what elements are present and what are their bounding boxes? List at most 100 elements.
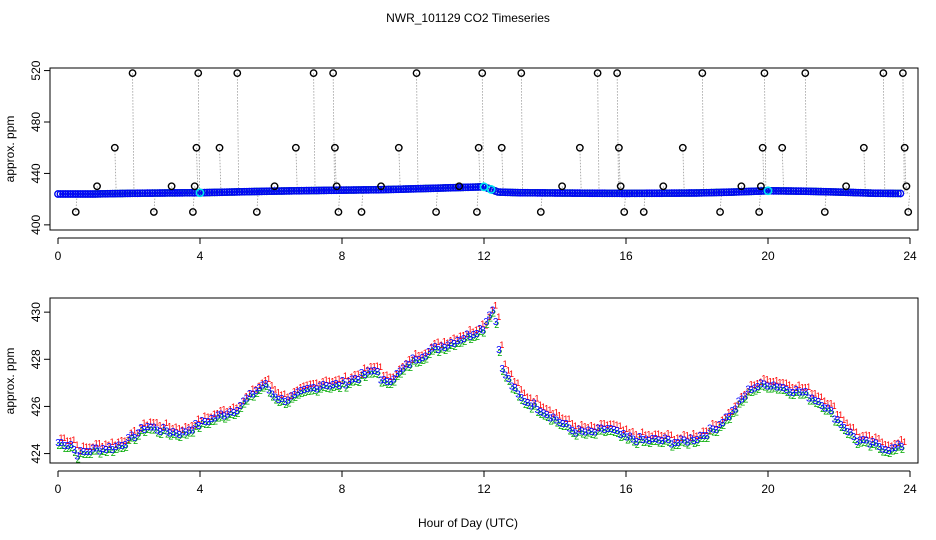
marker-ch1: 1 [356, 369, 361, 379]
marker-ch3: 3 [886, 446, 892, 457]
marker-ch3: 3 [65, 441, 71, 452]
baseline-point [71, 190, 80, 198]
marker-ch1: 1 [493, 300, 498, 310]
marker-ch1: 1 [413, 349, 418, 359]
marker-ch1: 1 [78, 447, 83, 457]
marker-ch2: 2 [290, 395, 295, 405]
baseline-point [498, 188, 507, 197]
marker-ch3: 3 [215, 410, 221, 421]
marker-ch2: 2 [775, 386, 780, 396]
outlier-point [330, 143, 339, 152]
baseline-point [859, 189, 867, 197]
marker-ch1: 1 [483, 320, 488, 330]
baseline-point [439, 184, 448, 192]
outlier-point [517, 69, 526, 78]
baseline-point [700, 188, 708, 197]
marker-ch3: 3 [835, 415, 841, 426]
x-tick-label: 12 [477, 249, 491, 263]
marker-ch1: 1 [851, 422, 856, 432]
marker-ch3: 3 [634, 437, 640, 448]
baseline-point [320, 186, 328, 195]
baseline-point [662, 189, 671, 198]
marker-ch1: 1 [586, 423, 591, 433]
marker-ch3: 3 [780, 383, 786, 394]
marker-ch3: 3 [880, 445, 886, 456]
marker-ch3: 3 [697, 431, 703, 442]
baseline-point [233, 188, 241, 196]
marker-ch1: 1 [506, 366, 511, 376]
marker-ch3: 3 [662, 434, 668, 445]
marker-ch1: 1 [551, 409, 556, 419]
marker-ch3: 3 [784, 385, 790, 396]
marker-ch1: 1 [81, 441, 86, 451]
baseline-point [59, 190, 67, 198]
baseline-point [245, 187, 254, 196]
marker-ch3: 3 [308, 384, 314, 395]
marker-ch2: 2 [181, 430, 186, 440]
baseline-point [727, 188, 736, 196]
baseline-point [667, 189, 676, 198]
marker-ch2: 2 [350, 377, 355, 387]
marker-ch1: 1 [717, 420, 722, 430]
marker-ch2: 2 [680, 437, 685, 447]
marker-ch3: 3 [183, 427, 189, 438]
marker-ch3: 3 [547, 414, 553, 425]
marker-ch1: 1 [292, 387, 297, 397]
marker-ch2: 2 [101, 447, 106, 457]
marker-ch1: 1 [528, 393, 533, 403]
baseline-point [238, 187, 246, 196]
marker-ch3: 3 [787, 387, 793, 398]
marker-ch3: 3 [189, 426, 195, 437]
x-tick-label: 20 [761, 249, 775, 263]
baseline-point [225, 188, 234, 196]
outlier-connector [579, 147, 582, 194]
marker-ch2: 2 [788, 390, 793, 400]
marker-ch3: 3 [701, 431, 707, 442]
baseline-point [364, 186, 373, 194]
marker-ch3: 3 [841, 423, 847, 434]
marker-ch1: 1 [618, 421, 623, 431]
highlight-point [486, 185, 496, 194]
marker-ch1: 1 [605, 420, 610, 430]
marker-ch3: 3 [180, 427, 186, 438]
baseline-point [556, 189, 564, 197]
marker-ch3: 3 [825, 404, 831, 415]
marker-ch1: 1 [362, 363, 367, 373]
baseline-point [531, 188, 539, 197]
marker-ch3: 3 [212, 414, 218, 425]
marker-ch1: 1 [410, 355, 415, 365]
x-tick-label: 24 [903, 249, 917, 263]
marker-ch3: 3 [605, 424, 611, 435]
outlier-connector [520, 73, 524, 193]
baseline-point [543, 189, 552, 197]
baseline-point [409, 184, 418, 193]
outlier-connector [597, 73, 600, 194]
baseline-point [749, 187, 758, 196]
marker-ch1: 1 [119, 436, 124, 446]
baseline-point [205, 188, 214, 197]
marker-ch1: 1 [451, 333, 456, 343]
marker-ch3: 3 [244, 394, 250, 405]
outlier-connector [740, 186, 744, 192]
marker-ch2: 2 [207, 420, 212, 430]
marker-ch1: 1 [257, 381, 262, 391]
marker-ch1: 1 [675, 433, 680, 443]
marker-ch2: 2 [63, 444, 68, 454]
marker-ch2: 2 [657, 438, 662, 448]
marker-ch1: 1 [177, 424, 182, 434]
baseline-point [213, 188, 221, 197]
marker-ch2: 2 [140, 426, 145, 436]
marker-ch1: 1 [742, 389, 747, 399]
marker-ch1: 1 [579, 419, 584, 429]
baseline-point [625, 189, 634, 198]
marker-ch2: 2 [711, 428, 716, 438]
marker-ch3: 3 [394, 369, 400, 380]
marker-ch2: 2 [596, 427, 601, 437]
marker-ch1: 1 [189, 421, 194, 431]
outlier-point [329, 69, 338, 78]
marker-ch3: 3 [193, 419, 199, 430]
baseline-point [702, 188, 711, 197]
marker-ch2: 2 [826, 407, 831, 417]
marker-ch2: 2 [462, 337, 467, 347]
marker-ch2: 2 [702, 434, 707, 444]
